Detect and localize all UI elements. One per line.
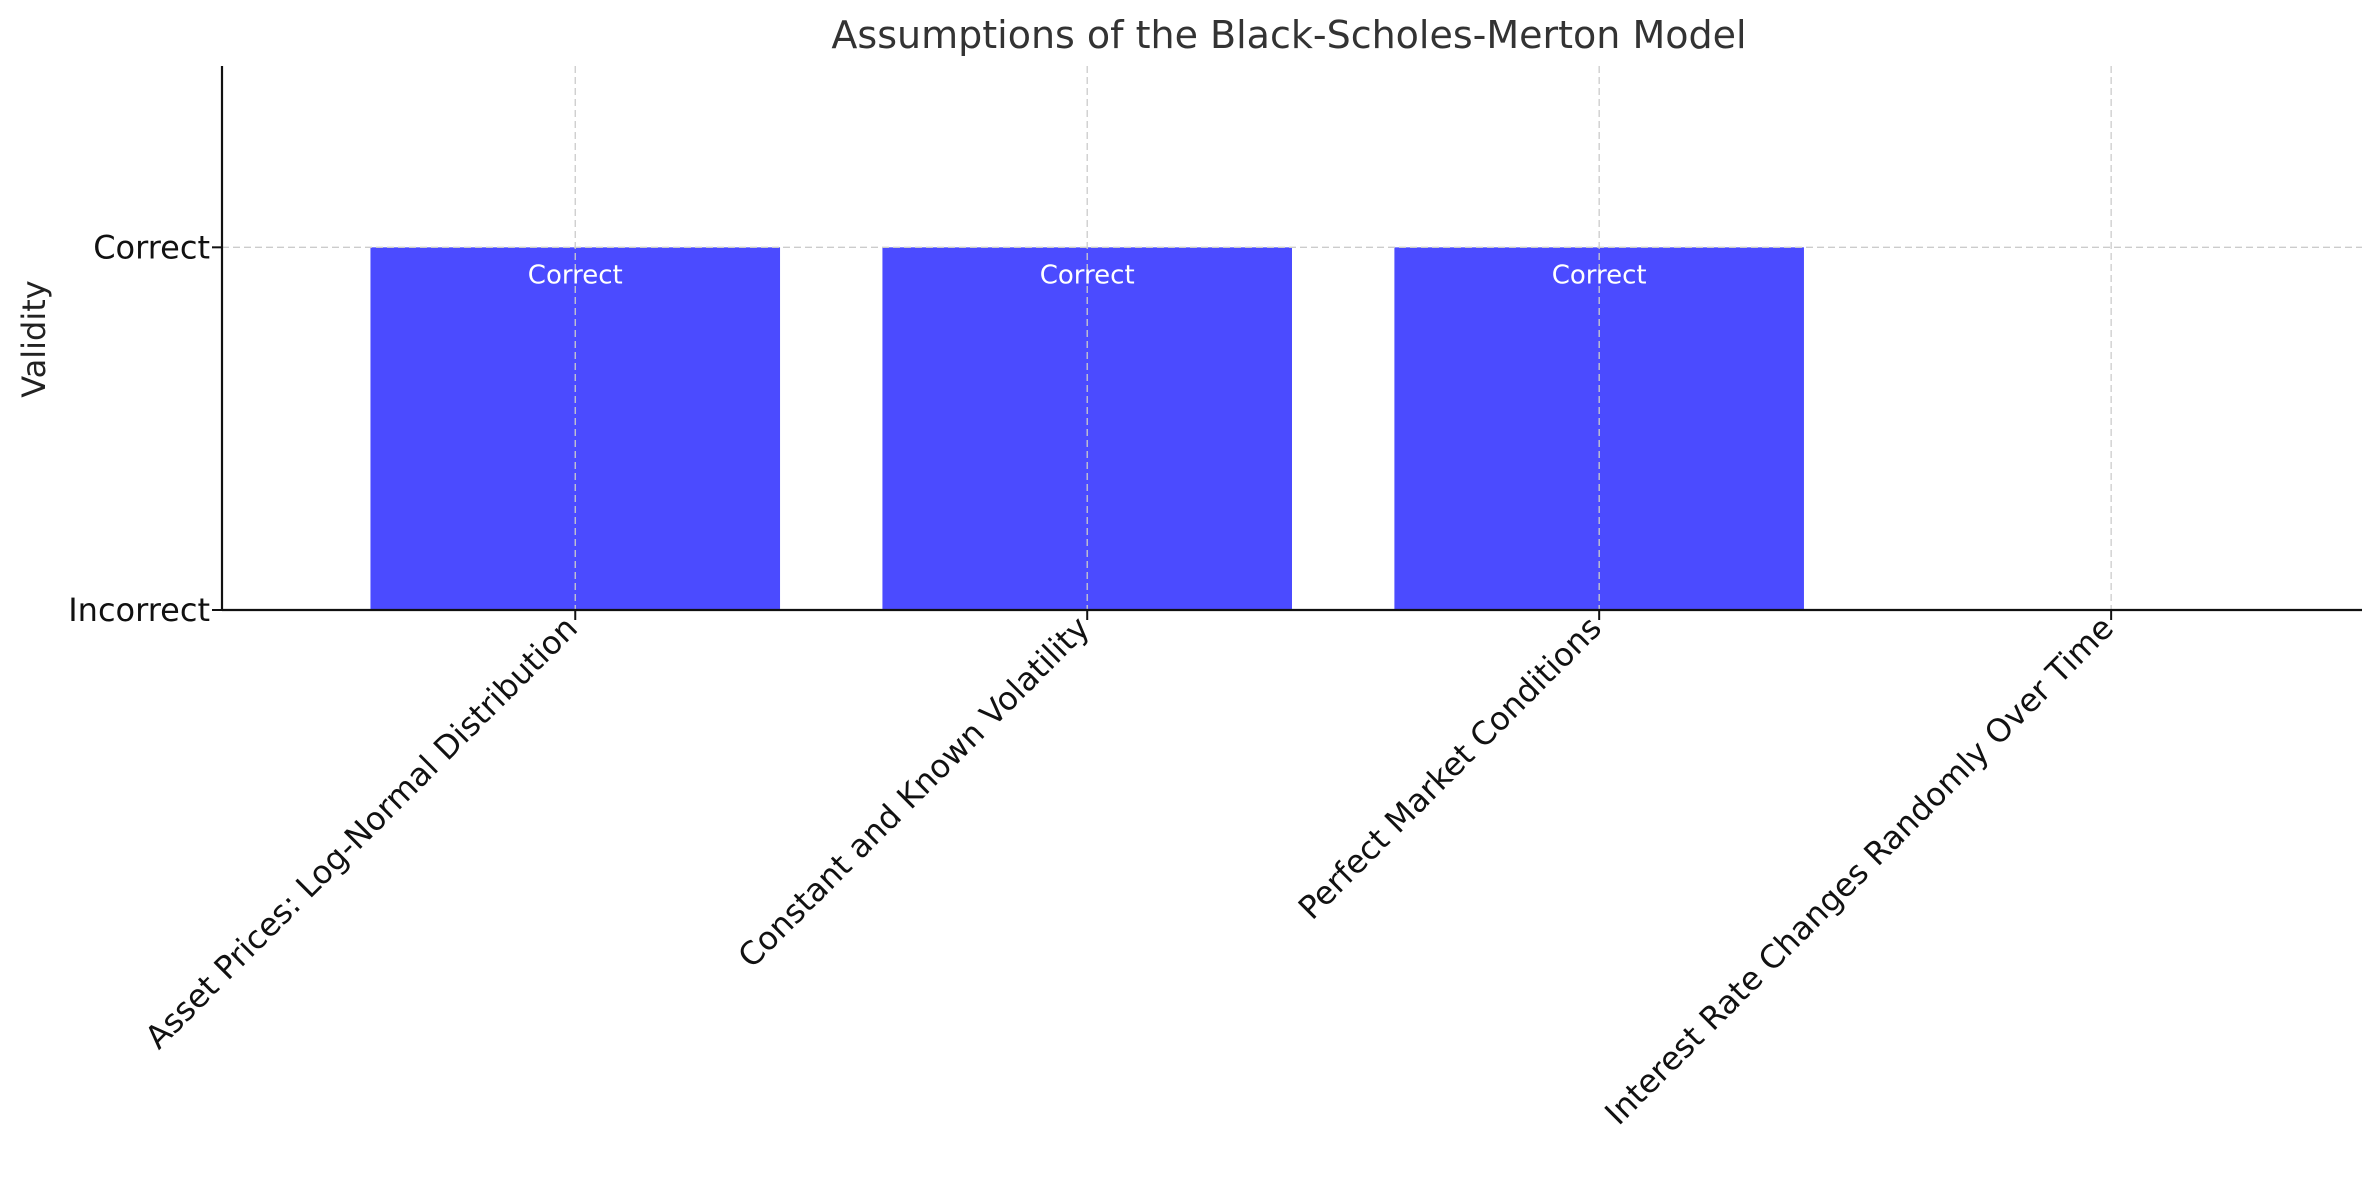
x-tick-label: Asset Prices: Log-Normal Distribution <box>138 609 585 1056</box>
x-tick-label: Interest Rate Changes Randomly Over Time <box>1597 609 2120 1132</box>
bar-value-label: Correct <box>528 260 623 290</box>
bar-value-label: Correct <box>1040 260 1135 290</box>
x-ticks: Asset Prices: Log-Normal Distribution Con… <box>138 609 2121 1132</box>
chart-title: Assumptions of the Black-Scholes-Merton … <box>831 13 1746 57</box>
y-tick-label: Correct <box>93 228 210 266</box>
bar <box>882 247 1292 611</box>
axes <box>220 66 2362 612</box>
grid <box>222 66 2362 610</box>
bars <box>370 247 1804 611</box>
y-axis-label: Validity <box>15 280 53 397</box>
bar <box>370 247 781 611</box>
x-tick-label: Perfect Market Conditions <box>1291 609 1609 927</box>
y-tick-label: Incorrect <box>68 591 210 629</box>
bar-value-label: Correct <box>1552 260 1647 290</box>
bar-labels: Correct Correct Correct <box>528 260 1647 290</box>
y-ticks: Incorrect Correct <box>68 228 222 629</box>
bar <box>1394 247 1804 611</box>
x-tick-label: Constant and Known Volatility <box>731 609 1097 975</box>
